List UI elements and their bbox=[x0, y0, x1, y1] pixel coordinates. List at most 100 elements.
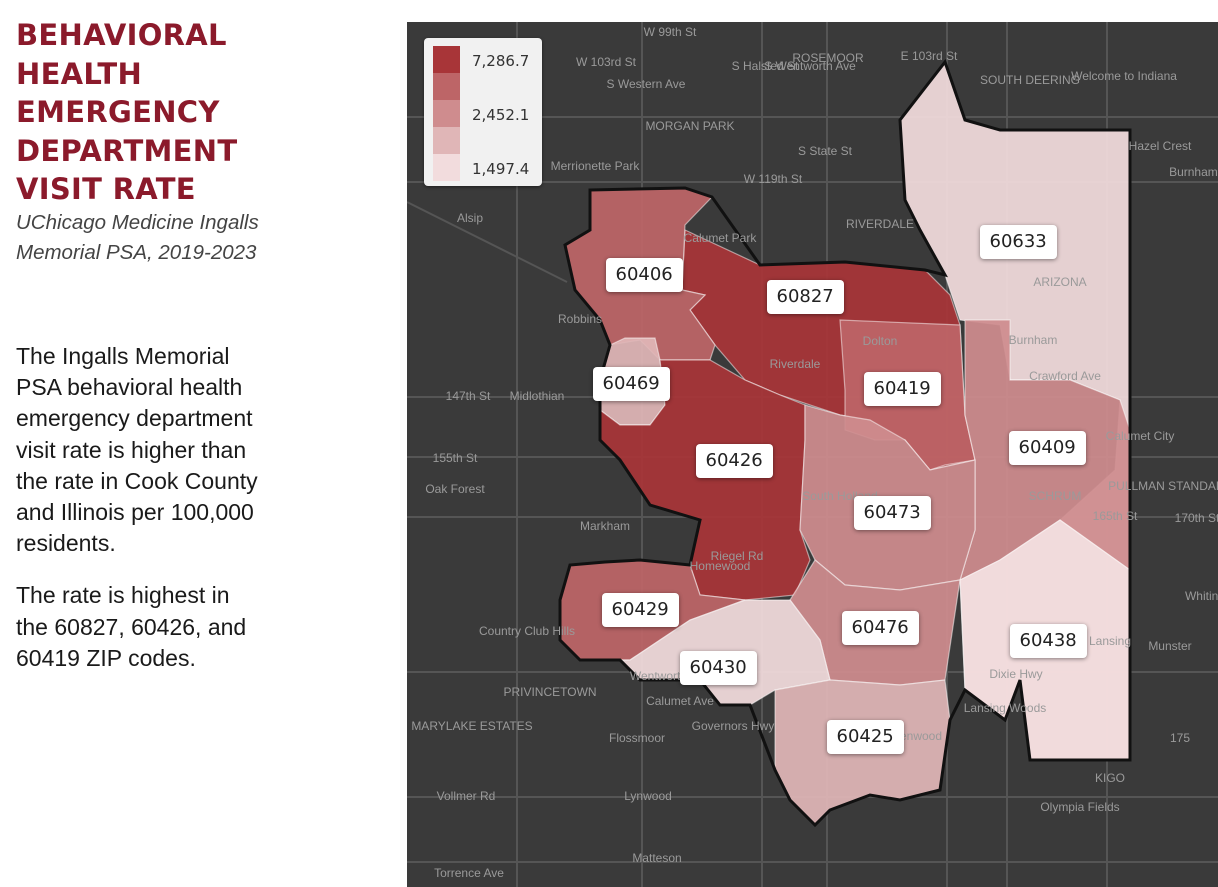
legend-swatch bbox=[433, 73, 460, 100]
zip-label-60419[interactable]: 60419 bbox=[863, 372, 941, 406]
title-line: EMERGENCY bbox=[16, 95, 220, 129]
paragraph-line: and Illinois per 100,000 bbox=[16, 499, 254, 526]
place-label: 155th St bbox=[433, 451, 478, 465]
place-label: Homewood bbox=[690, 559, 751, 573]
zip-label-60426[interactable]: 60426 bbox=[695, 444, 773, 478]
place-label: Dolton bbox=[863, 334, 898, 348]
place-label: Vollmer Rd bbox=[437, 789, 496, 803]
place-label: S State St bbox=[798, 144, 853, 158]
place-label: Merrionette Park bbox=[551, 159, 641, 173]
legend-swatch bbox=[433, 127, 460, 154]
title-line: BEHAVIORAL bbox=[16, 18, 227, 52]
subtitle: UChicago Medicine Ingalls Memorial PSA, … bbox=[16, 208, 376, 268]
place-label: MORGAN PARK bbox=[645, 119, 734, 133]
place-label: Calumet Park bbox=[684, 231, 758, 245]
legend-label: 7,286.7 bbox=[472, 52, 530, 70]
place-label: Oak Forest bbox=[425, 482, 485, 496]
place-label: Governors Hwy bbox=[692, 719, 775, 733]
place-label: Alsip bbox=[457, 211, 483, 225]
place-label: E 103rd St bbox=[901, 49, 958, 63]
place-label: Lansing Woods bbox=[964, 701, 1047, 715]
place-label: Calumet Ave bbox=[646, 694, 714, 708]
place-label: 175 bbox=[1170, 731, 1190, 745]
place-label: ROSEMOOR bbox=[792, 51, 864, 65]
zip-label-60409[interactable]: 60409 bbox=[1008, 431, 1086, 465]
place-label: SCHRUM bbox=[1029, 489, 1082, 503]
place-label: Welcome to Indiana bbox=[1071, 69, 1177, 83]
paragraph-line: visit rate is higher than bbox=[16, 436, 247, 463]
zip-label-60438[interactable]: 60438 bbox=[1009, 624, 1087, 658]
legend-label: 2,452.1 bbox=[472, 106, 530, 124]
paragraph-line: residents. bbox=[16, 530, 116, 557]
place-label: Matteson bbox=[632, 851, 681, 865]
subtitle-line: UChicago Medicine Ingalls bbox=[16, 211, 259, 234]
legend-label: 1,497.4 bbox=[472, 160, 530, 178]
zip-label-60469[interactable]: 60469 bbox=[592, 367, 670, 401]
zip-label-60476[interactable]: 60476 bbox=[841, 611, 919, 645]
place-label: 165th St bbox=[1093, 509, 1138, 523]
place-label: Robbins bbox=[558, 312, 602, 326]
place-label: W 119th St bbox=[744, 172, 803, 186]
title-line: HEALTH bbox=[16, 56, 143, 91]
place-label: Lansing bbox=[1089, 634, 1131, 648]
place-label: Calumet City bbox=[1106, 429, 1175, 443]
paragraph-line: PSA behavioral health bbox=[16, 374, 243, 401]
place-label: Burnham bbox=[1009, 333, 1058, 347]
legend-swatch bbox=[433, 46, 460, 73]
zip-label-60827[interactable]: 60827 bbox=[766, 280, 844, 314]
place-label: ARIZONA bbox=[1033, 275, 1086, 289]
place-label: Hazel Crest bbox=[1129, 139, 1192, 153]
place-label: PRIVINCETOWN bbox=[503, 685, 596, 699]
service-area-outline bbox=[558, 58, 1132, 828]
place-label: Riverdale bbox=[770, 357, 821, 371]
legend-swatch bbox=[433, 154, 460, 181]
place-label: Markham bbox=[580, 519, 630, 533]
paragraph-1: The Ingalls Memorial PSA behavioral heal… bbox=[16, 341, 386, 559]
place-label: 147th St bbox=[446, 389, 491, 403]
road-line bbox=[407, 201, 568, 283]
place-label: Country Club Hills bbox=[479, 624, 575, 638]
paragraph-line: 60419 ZIP codes. bbox=[16, 644, 196, 671]
paragraph-line: the rate in Cook County bbox=[16, 467, 258, 494]
place-label: S Wentworth Ave bbox=[764, 59, 856, 73]
place-label: Crawford Ave bbox=[1029, 369, 1101, 383]
place-label: KIGO bbox=[1095, 771, 1125, 785]
place-label: W 99th St bbox=[644, 25, 697, 39]
place-label: S Halsted St bbox=[732, 59, 799, 73]
paragraph-line: the 60827, 60426, and bbox=[16, 613, 247, 640]
place-label: Riegel Rd bbox=[711, 549, 764, 563]
legend-swatch bbox=[433, 100, 460, 127]
paragraph-line: emergency department bbox=[16, 405, 253, 432]
place-label: Lynwood bbox=[624, 789, 672, 803]
place-label: SOUTH DEERING bbox=[980, 73, 1080, 87]
place-label: Flossmoor bbox=[609, 731, 665, 745]
place-label: Burnham Ave bbox=[1169, 165, 1218, 179]
page-title: BEHAVIORAL HEALTH EMERGENCY DEPARTMENT V… bbox=[16, 16, 346, 209]
paragraph-line: The rate is highest in bbox=[16, 582, 230, 609]
place-label: Olympia Fields bbox=[1040, 800, 1119, 814]
zip-label-60429[interactable]: 60429 bbox=[601, 593, 679, 627]
place-label-layer: W 99th St W 103rd St S Halsted StS Wentwor… bbox=[411, 25, 1218, 880]
paragraph-line: The Ingalls Memorial bbox=[16, 343, 230, 369]
paragraph-2: The rate is highest in the 60827, 60426,… bbox=[16, 580, 386, 674]
place-label: Munster bbox=[1148, 639, 1191, 653]
subtitle-line: Memorial PSA, 2019-2023 bbox=[16, 241, 257, 264]
place-label: Whiting bbox=[1185, 589, 1218, 603]
zip-label-60473[interactable]: 60473 bbox=[853, 496, 931, 530]
map-legend: 7,286.7 2,452.1 1,497.4 bbox=[424, 38, 542, 186]
description: The Ingalls Memorial PSA behavioral heal… bbox=[16, 341, 386, 695]
zip-label-60406[interactable]: 60406 bbox=[605, 258, 683, 292]
title-line: VISIT RATE bbox=[16, 172, 196, 206]
place-label: S Western Ave bbox=[607, 77, 686, 91]
zip-label-60430[interactable]: 60430 bbox=[679, 651, 757, 685]
zip-label-60425[interactable]: 60425 bbox=[826, 720, 904, 754]
place-label: Dixie Hwy bbox=[989, 667, 1042, 681]
place-label: 170th St bbox=[1175, 511, 1218, 525]
place-label: Torrence Ave bbox=[434, 866, 504, 880]
title-line: DEPARTMENT bbox=[16, 133, 238, 168]
place-label: RIVERDALE bbox=[846, 217, 914, 231]
zip-label-60633[interactable]: 60633 bbox=[979, 225, 1057, 259]
place-label: PULLMAN STANDARD DISTRICT bbox=[1108, 479, 1218, 493]
place-label: Midlothian bbox=[510, 389, 565, 403]
place-label: W 103rd St bbox=[576, 55, 637, 69]
